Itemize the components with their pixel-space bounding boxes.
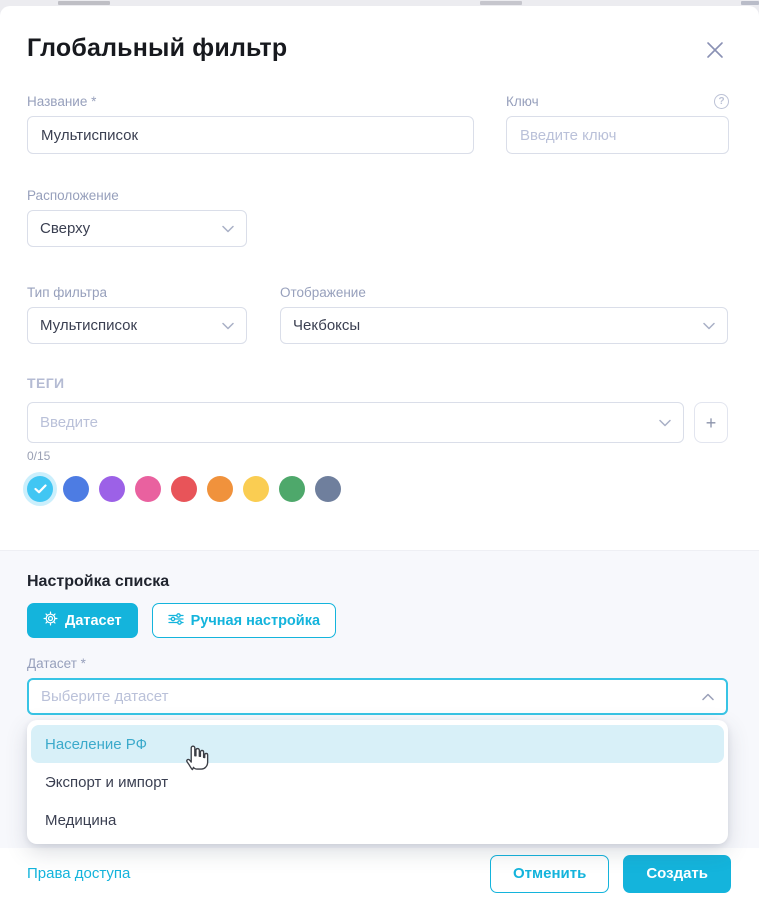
tags-section-label: ТЕГИ [27,375,65,391]
position-select-value: Сверху [40,220,91,237]
close-icon [704,42,726,64]
help-icon[interactable]: ? [714,94,729,109]
tab-manual-settings[interactable]: Ручная настройка [151,603,337,638]
dataset-option[interactable]: Население РФ [31,725,724,763]
name-label: Название * [27,94,97,109]
name-input[interactable] [27,116,474,154]
color-dot[interactable] [207,476,233,502]
backdrop-fragment [480,1,522,5]
chevron-down-icon [703,317,715,335]
list-settings-section: Настройка списка Датасет Ручная настройк… [0,550,759,848]
list-settings-title: Настройка списка [27,573,170,590]
dataset-option[interactable]: Медицина [45,811,117,829]
chevron-down-icon [222,220,234,238]
dialog-header: Глобальный фильтр [0,6,759,66]
filter-type-select[interactable]: Мультисписок [27,307,247,344]
display-select-value: Чекбоксы [293,317,361,334]
access-rights-link[interactable]: Права доступа [27,865,131,882]
display-select[interactable]: Чекбоксы [280,307,728,344]
dialog-footer: Права доступа Отменить Создать [0,848,759,903]
position-label: Расположение [27,188,119,203]
chevron-down-icon [659,414,671,432]
dataset-select-placeholder: Выберите датасет [41,688,169,705]
gear-icon [43,611,58,630]
create-button[interactable]: Создать [623,854,731,893]
color-swatches [27,476,728,502]
dialog-title: Глобальный фильтр [27,34,288,62]
backdrop-fragment [58,1,110,5]
tags-counter: 0/15 [27,449,51,463]
backdrop-fragment [741,1,759,5]
position-select[interactable]: Сверху [27,210,247,247]
key-label: Ключ [506,94,539,109]
color-dot[interactable] [135,476,161,502]
color-dot[interactable] [27,476,53,502]
color-dot[interactable] [315,476,341,502]
sliders-icon [167,612,184,630]
chevron-up-icon [702,688,714,706]
tags-select-placeholder: Введите [40,414,98,431]
close-button[interactable] [702,37,728,66]
check-icon [33,484,47,494]
dataset-label: Датасет * [27,656,86,671]
key-input[interactable] [506,116,729,154]
color-dot[interactable] [243,476,269,502]
display-label: Отображение [280,285,366,300]
tab-manual-settings-label: Ручная настройка [190,612,321,629]
color-dot[interactable] [171,476,197,502]
add-tag-button[interactable]: + [694,402,728,443]
tab-dataset[interactable]: Датасет [27,603,138,638]
tags-select[interactable]: Введите [27,402,684,443]
color-dot[interactable] [63,476,89,502]
tab-dataset-label: Датасет [65,612,122,629]
dataset-option[interactable]: Экспорт и импорт [45,773,169,791]
page-backdrop [0,0,759,6]
color-dot[interactable] [279,476,305,502]
dataset-dropdown: Население РФ Экспорт и импорт Медицина [27,720,728,844]
filter-type-label: Тип фильтра [27,285,107,300]
dataset-select[interactable]: Выберите датасет [27,678,728,715]
cancel-button[interactable]: Отменить [490,854,610,893]
filter-type-select-value: Мультисписок [40,317,138,334]
chevron-down-icon [222,317,234,335]
color-dot[interactable] [99,476,125,502]
global-filter-dialog: Глобальный фильтр Название * Ключ ? Расп… [0,6,759,903]
